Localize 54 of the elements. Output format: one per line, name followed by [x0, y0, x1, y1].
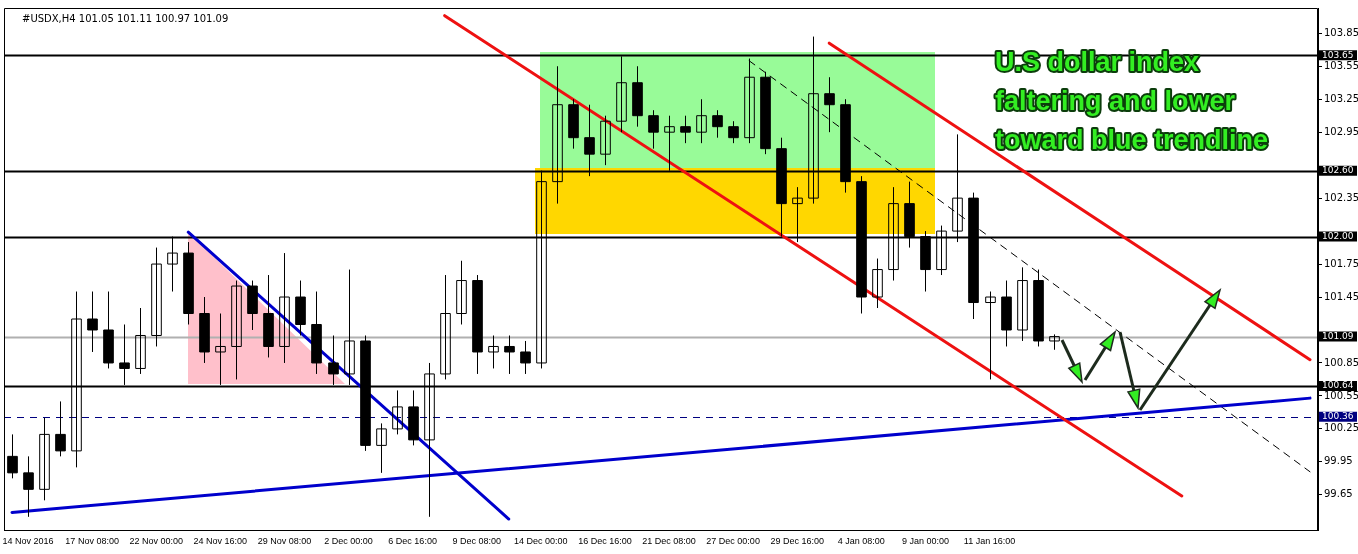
- annotation: U.S dollar index faltering and lower toward blue trendline: [995, 47, 1269, 156]
- ref-line-label: 100.36: [1322, 411, 1354, 422]
- ref-line-label: 101.09: [1322, 330, 1354, 341]
- x-tick-label: 2 Dec 00:00: [324, 535, 373, 546]
- x-tick-label: 27 Dec 00:00: [706, 535, 760, 546]
- candlestick: [488, 334, 499, 369]
- candlestick: [23, 455, 34, 518]
- candlestick: [600, 115, 611, 166]
- y-tick-label: 101.45: [1324, 290, 1358, 302]
- y-tick-label: 100.85: [1324, 356, 1358, 368]
- x-tick-label: 6 Dec 16:00: [388, 535, 437, 546]
- candlestick: [648, 109, 659, 150]
- y-tick-label: 100.25: [1324, 422, 1358, 434]
- x-tick-label: 14 Dec 00:00: [514, 535, 568, 546]
- x-tick-label: 21 Dec 08:00: [642, 535, 696, 546]
- x-tick-label: 4 Jan 08:00: [837, 535, 885, 546]
- x-tick-label: 17 Nov 08:00: [65, 535, 119, 546]
- x-tick-label: 14 Nov 2016: [2, 535, 54, 546]
- candlestick: [39, 417, 50, 501]
- y-tick-label: 102.35: [1324, 191, 1358, 203]
- ref-line-label: 102.60: [1322, 164, 1354, 175]
- candlestick: [696, 98, 707, 144]
- candlestick: [151, 247, 162, 347]
- ref-line-label: 102.00: [1322, 230, 1354, 241]
- y-tick-label: 103.85: [1324, 26, 1358, 38]
- candlestick: [985, 291, 996, 380]
- candlestick: [231, 280, 242, 380]
- candlestick: [376, 422, 387, 474]
- x-tick-label: 9 Jan 00:00: [901, 535, 949, 546]
- y-tick-label: 101.75: [1324, 257, 1358, 269]
- x-tick-label: 9 Dec 08:00: [452, 535, 501, 546]
- candlestick: [680, 115, 691, 144]
- candlestick: [456, 260, 467, 325]
- x-tick-label: 11 Jan 16:00: [963, 535, 1016, 546]
- x-tick-label: 22 Nov 00:00: [129, 535, 184, 546]
- ref-line-label: 103.65: [1322, 49, 1354, 60]
- candlestick: [135, 307, 146, 375]
- x-tick-label: 29 Nov 08:00: [257, 535, 312, 546]
- y-tick-label: 103.55: [1324, 59, 1358, 71]
- x-tick-label: 24 Nov 16:00: [193, 535, 248, 546]
- candlestick: [392, 389, 403, 435]
- ref-line-label: 100.64: [1322, 380, 1354, 391]
- candlestick: [279, 252, 290, 364]
- chart-title: #USDX,H4 101.05 101.11 100.97 101.09: [22, 12, 229, 24]
- y-tick-label: 100.55: [1324, 389, 1358, 401]
- x-tick-label: 16 Dec 16:00: [578, 535, 632, 546]
- y-tick-label: 99.95: [1324, 455, 1353, 467]
- candlestick: [872, 258, 883, 309]
- candlestick: [440, 274, 451, 380]
- candlestick: [1017, 266, 1028, 342]
- y-tick-label: 99.65: [1324, 488, 1353, 500]
- y-tick-label: 103.25: [1324, 92, 1358, 104]
- x-tick-label: 29 Dec 16:00: [770, 535, 824, 546]
- y-tick-label: 102.95: [1324, 125, 1358, 137]
